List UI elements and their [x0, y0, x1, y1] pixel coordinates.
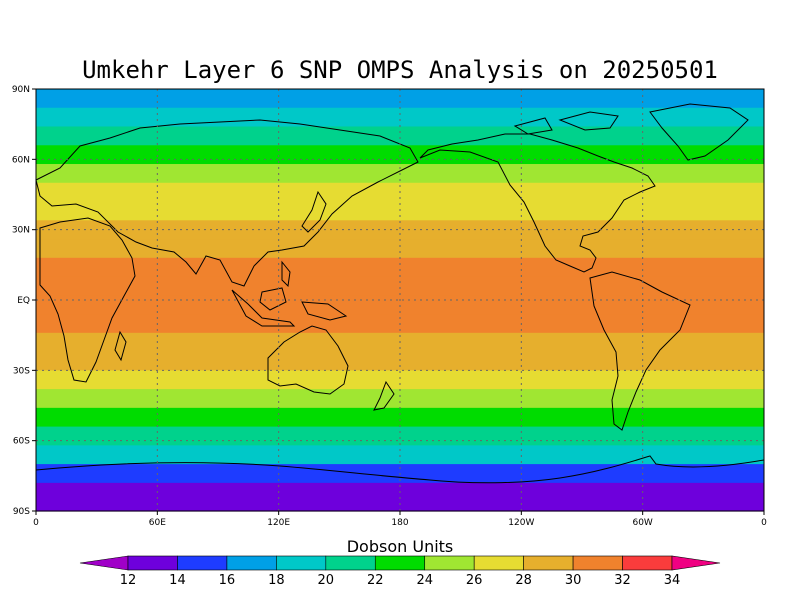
colorbar-swatch	[177, 555, 228, 571]
ozone-band	[36, 201, 764, 221]
coast-australia	[267, 325, 349, 395]
colorbar-tick-label: 16	[219, 573, 236, 588]
lat-tick-label: 90S	[13, 507, 30, 517]
colorbar-swatch	[325, 555, 376, 571]
coast-greenland	[649, 103, 749, 161]
colorbar-tick-label: 18	[268, 573, 285, 588]
colorbar-tick-label: 34	[664, 573, 681, 588]
colorbar-tick-label: 20	[318, 573, 335, 588]
colorbar-tick-label: 32	[614, 573, 631, 588]
longitude-tick-labels: 0 60E 120E 180 120W 60W 0	[33, 511, 767, 528]
map-title: Umkehr Layer 6 SNP OMPS Analysis on 2025…	[82, 56, 718, 84]
lon-tick-label: 0	[761, 518, 767, 528]
coastlines	[35, 103, 765, 484]
lat-tick-label: EQ	[17, 296, 30, 306]
coast-madagascar	[114, 330, 127, 362]
coast-south-america	[589, 271, 691, 431]
colorbar-tick-label: 28	[515, 573, 532, 588]
lat-tick-label: 30S	[13, 366, 30, 376]
ozone-band	[36, 220, 764, 240]
coast-africa	[39, 217, 136, 383]
colorbar-swatch	[276, 555, 327, 571]
colorbar-swatch	[127, 555, 178, 571]
ozone-band	[36, 407, 764, 428]
colorbar-swatch	[226, 555, 277, 571]
coast-antarctica	[35, 455, 765, 484]
ozone-band	[36, 501, 764, 512]
colorbar-tick-label: 24	[416, 573, 433, 588]
coast-north-america	[419, 133, 656, 273]
lon-tick-label: 60W	[632, 518, 652, 528]
lon-tick-label: 120W	[508, 518, 534, 528]
colorbar-tick-label: 12	[120, 573, 137, 588]
colorbar-tick-label: 26	[466, 573, 483, 588]
colorbar-title: Dobson Units	[347, 537, 454, 556]
colorbar-tick-label: 22	[367, 573, 384, 588]
lon-tick-label: 60E	[149, 518, 166, 528]
coast-new-zealand	[373, 380, 395, 411]
coast-new-guinea	[301, 301, 348, 321]
ozone-band	[36, 389, 764, 409]
colorbar: 12 14 16 18 20 22 24 26 28 30 32 34	[79, 555, 721, 588]
lat-tick-label: 90N	[12, 85, 30, 95]
ozone-band	[36, 351, 764, 371]
map-gridlines	[36, 89, 764, 511]
ozone-band	[36, 89, 764, 109]
lon-tick-label: 180	[391, 518, 408, 528]
lon-tick-label: 120E	[267, 518, 290, 528]
ozone-band	[36, 239, 764, 259]
coast-japan	[301, 190, 327, 233]
coast-eurasia	[35, 119, 419, 287]
colorbar-high-arrow	[671, 555, 721, 571]
coast-sumatra-java	[231, 289, 296, 327]
lat-tick-label: 60N	[12, 155, 30, 165]
lat-tick-label: 30N	[12, 226, 30, 236]
colorbar-swatch	[374, 555, 426, 571]
colorbar-swatch	[622, 555, 673, 571]
ozone-band	[36, 276, 764, 296]
ozone-band	[36, 370, 764, 390]
coast-philippines	[281, 260, 291, 288]
colorbar-tick-label: 30	[565, 573, 582, 588]
colorbar-swatch	[473, 555, 524, 571]
coast-arctic-islands	[513, 111, 619, 135]
colorbar-swatch	[523, 555, 574, 571]
lon-tick-label: 0	[33, 518, 39, 528]
lat-tick-label: 60S	[13, 437, 30, 447]
colorbar-low-arrow	[79, 555, 129, 571]
colorbar-swatch	[424, 555, 475, 571]
ozone-band	[36, 257, 764, 278]
colorbar-tick-label: 14	[169, 573, 186, 588]
colorbar-swatch	[572, 555, 623, 571]
latitude-tick-labels: 90N 60N 30N EQ 30S 60S 90S	[12, 85, 36, 517]
ozone-band	[36, 126, 764, 146]
ozone-contour-bands	[36, 89, 764, 512]
